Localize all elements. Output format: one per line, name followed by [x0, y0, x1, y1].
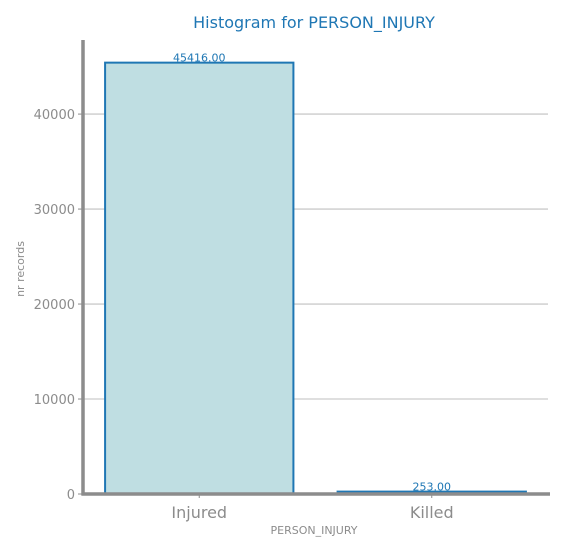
- y-tick-label: 30000: [34, 203, 75, 218]
- y-tick-label: 0: [67, 488, 75, 503]
- bars: [104, 61, 527, 496]
- y-tick-label: 10000: [34, 393, 75, 408]
- bar-value-label: 253.00: [413, 481, 452, 494]
- x-axis-label: PERSON_INJURY: [270, 524, 357, 537]
- x-tick-label: Killed: [410, 503, 454, 522]
- y-tick-label: 40000: [34, 108, 75, 123]
- chart-title: Histogram for PERSON_INJURY: [193, 13, 435, 33]
- x-tick-labels: Injured Killed: [171, 503, 453, 522]
- bar: [104, 61, 295, 496]
- bar-value-label: 45416.00: [173, 52, 226, 65]
- x-tick-label: Injured: [171, 503, 227, 522]
- axes: [78, 40, 550, 498]
- y-axis-label: nr records: [14, 241, 27, 297]
- data-labels: 45416.00 253.00: [173, 52, 451, 494]
- y-tick-labels: 0 10000 20000 30000 40000: [34, 108, 75, 503]
- y-tick-label: 20000: [34, 298, 75, 313]
